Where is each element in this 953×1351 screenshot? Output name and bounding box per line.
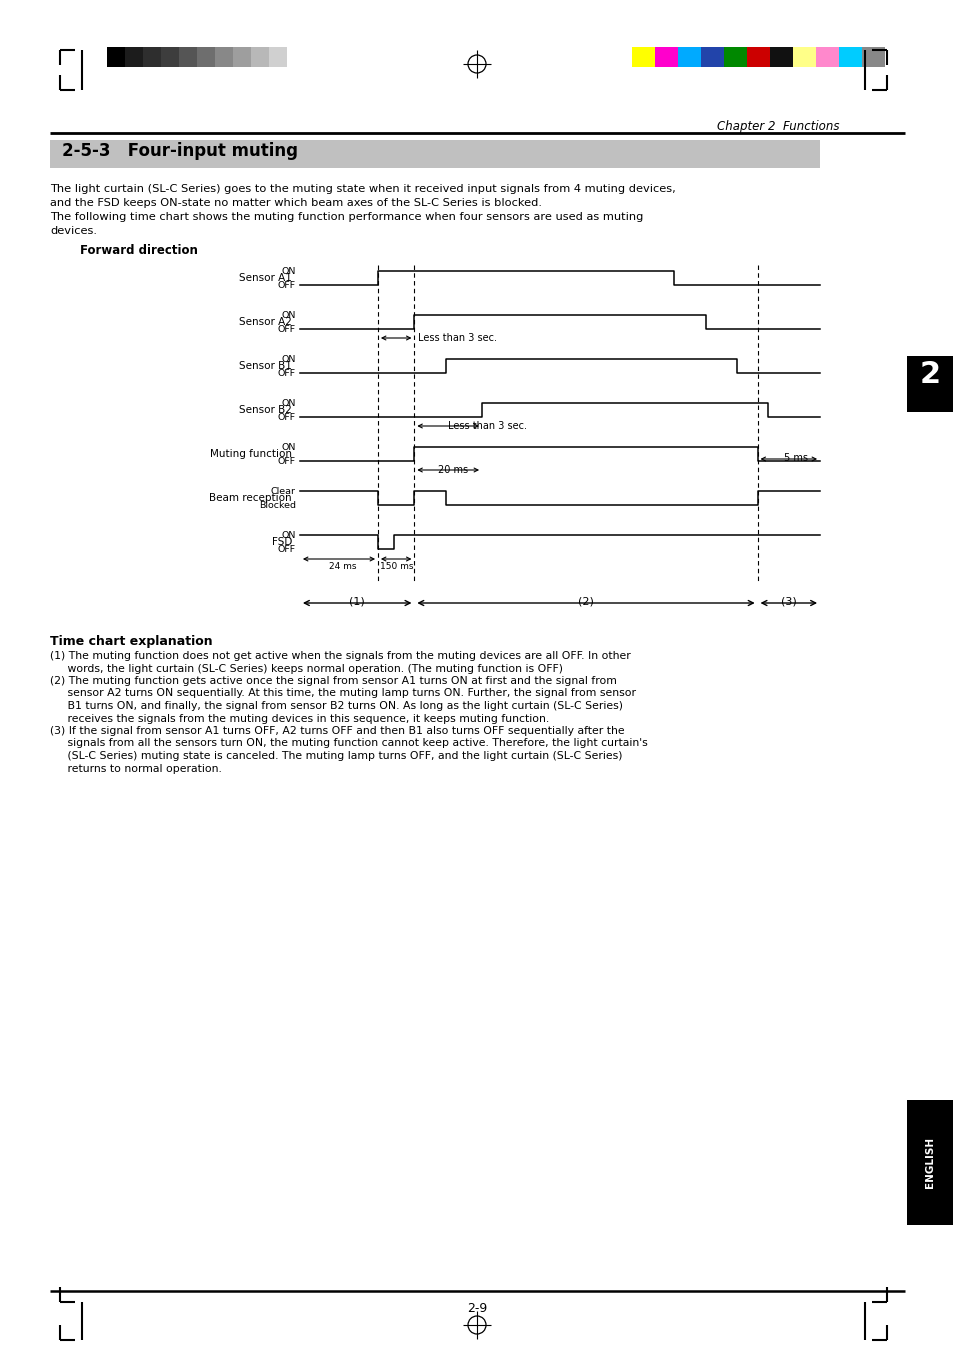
Bar bbox=[862, 47, 884, 68]
Bar bbox=[792, 47, 815, 68]
Text: OFF: OFF bbox=[277, 458, 295, 466]
Text: and the FSD keeps ON-state no matter which beam axes of the SL-C Series is block: and the FSD keeps ON-state no matter whi… bbox=[50, 199, 541, 208]
Text: (2) The muting function gets active once the signal from sensor A1 turns ON at f: (2) The muting function gets active once… bbox=[50, 676, 617, 686]
Text: Blocked: Blocked bbox=[258, 501, 295, 511]
Bar bbox=[251, 47, 269, 68]
Text: 20 ms: 20 ms bbox=[437, 465, 468, 476]
Bar bbox=[107, 47, 125, 68]
Text: The following time chart shows the muting function performance when four sensors: The following time chart shows the mutin… bbox=[50, 212, 642, 222]
Text: devices.: devices. bbox=[50, 226, 97, 236]
Text: Beam reception: Beam reception bbox=[209, 493, 292, 503]
Bar bbox=[269, 47, 287, 68]
Text: The light curtain (SL-C Series) goes to the muting state when it received input : The light curtain (SL-C Series) goes to … bbox=[50, 184, 675, 195]
Text: 150 ms: 150 ms bbox=[379, 562, 413, 571]
Text: ON: ON bbox=[281, 312, 295, 320]
Bar bbox=[196, 47, 214, 68]
Text: receives the signals from the muting devices in this sequence, it keeps muting f: receives the signals from the muting dev… bbox=[50, 713, 549, 724]
Text: (2): (2) bbox=[578, 596, 594, 607]
Text: ENGLISH: ENGLISH bbox=[924, 1138, 935, 1188]
Text: Muting function: Muting function bbox=[210, 449, 292, 459]
Bar bbox=[678, 47, 700, 68]
Bar bbox=[161, 47, 179, 68]
Text: OFF: OFF bbox=[277, 546, 295, 554]
Bar bbox=[50, 141, 820, 168]
Bar bbox=[906, 1100, 953, 1225]
Bar bbox=[906, 357, 953, 412]
Text: OFF: OFF bbox=[277, 370, 295, 378]
Text: (3): (3) bbox=[781, 596, 796, 607]
Text: B1 turns ON, and finally, the signal from sensor B2 turns ON. As long as the lig: B1 turns ON, and finally, the signal fro… bbox=[50, 701, 622, 711]
Bar bbox=[655, 47, 678, 68]
Text: signals from all the sensors turn ON, the muting function cannot keep active. Th: signals from all the sensors turn ON, th… bbox=[50, 739, 647, 748]
Text: (3) If the signal from sensor A1 turns OFF, A2 turns OFF and then B1 also turns : (3) If the signal from sensor A1 turns O… bbox=[50, 725, 624, 736]
Bar bbox=[143, 47, 161, 68]
Bar bbox=[815, 47, 838, 68]
Text: 2: 2 bbox=[919, 359, 940, 389]
Text: Sensor B2: Sensor B2 bbox=[239, 405, 292, 415]
Bar bbox=[746, 47, 769, 68]
Text: returns to normal operation.: returns to normal operation. bbox=[50, 763, 222, 774]
Bar bbox=[214, 47, 233, 68]
Text: 5 ms: 5 ms bbox=[783, 453, 807, 463]
Text: Less than 3 sec.: Less than 3 sec. bbox=[418, 332, 497, 343]
Text: (1) The muting function does not get active when the signals from the muting dev: (1) The muting function does not get act… bbox=[50, 651, 630, 661]
Text: OFF: OFF bbox=[277, 281, 295, 290]
Text: ON: ON bbox=[281, 355, 295, 365]
Text: (1): (1) bbox=[349, 596, 365, 607]
Bar bbox=[125, 47, 143, 68]
Text: 2-9: 2-9 bbox=[466, 1302, 487, 1315]
Bar bbox=[179, 47, 196, 68]
Text: 24 ms: 24 ms bbox=[329, 562, 356, 571]
Text: ON: ON bbox=[281, 443, 295, 453]
Text: sensor A2 turns ON sequentially. At this time, the muting lamp turns ON. Further: sensor A2 turns ON sequentially. At this… bbox=[50, 689, 636, 698]
Text: ON: ON bbox=[281, 531, 295, 540]
Text: OFF: OFF bbox=[277, 413, 295, 423]
Text: Forward direction: Forward direction bbox=[80, 245, 197, 257]
Text: FSD: FSD bbox=[272, 536, 292, 547]
Text: Clear: Clear bbox=[271, 488, 295, 497]
Text: ON: ON bbox=[281, 400, 295, 408]
Text: Less than 3 sec.: Less than 3 sec. bbox=[447, 422, 526, 431]
Text: words, the light curtain (SL-C Series) keeps normal operation. (The muting funct: words, the light curtain (SL-C Series) k… bbox=[50, 663, 562, 674]
Text: OFF: OFF bbox=[277, 326, 295, 335]
Text: Sensor A2: Sensor A2 bbox=[239, 317, 292, 327]
Text: ON: ON bbox=[281, 267, 295, 277]
Bar bbox=[233, 47, 251, 68]
Bar bbox=[700, 47, 723, 68]
Bar bbox=[838, 47, 862, 68]
Text: Time chart explanation: Time chart explanation bbox=[50, 635, 213, 648]
Bar bbox=[631, 47, 655, 68]
Bar bbox=[723, 47, 746, 68]
Text: Sensor B1: Sensor B1 bbox=[239, 361, 292, 372]
Text: 2-5-3   Four-input muting: 2-5-3 Four-input muting bbox=[62, 142, 297, 159]
Text: Sensor A1: Sensor A1 bbox=[239, 273, 292, 282]
Bar bbox=[769, 47, 792, 68]
Text: (SL-C Series) muting state is canceled. The muting lamp turns OFF, and the light: (SL-C Series) muting state is canceled. … bbox=[50, 751, 622, 761]
Text: Chapter 2  Functions: Chapter 2 Functions bbox=[717, 120, 840, 132]
